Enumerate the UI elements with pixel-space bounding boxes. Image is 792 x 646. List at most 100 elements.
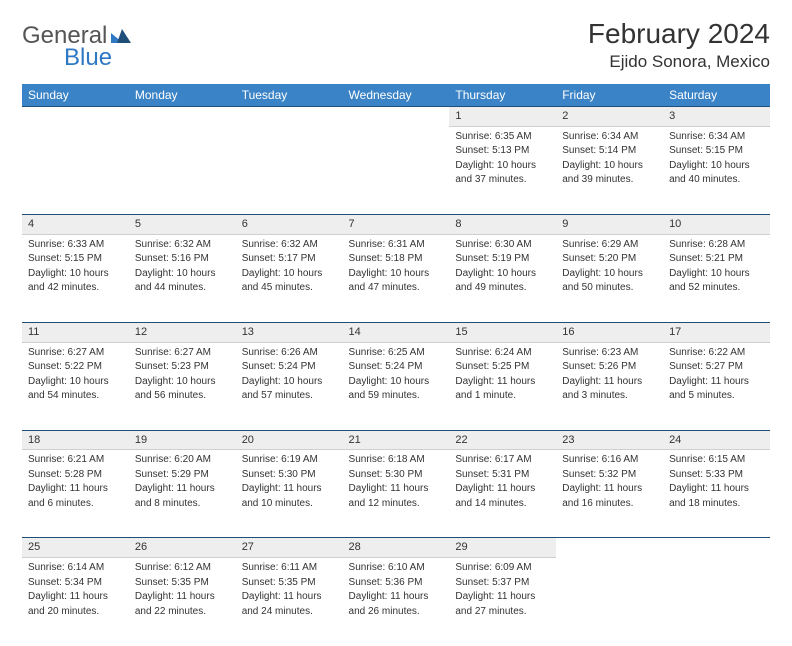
day1-text: Daylight: 11 hours bbox=[562, 375, 657, 389]
day-number-cell: 8 bbox=[449, 214, 556, 234]
day2-text: and 12 minutes. bbox=[349, 497, 444, 511]
sunset-text: Sunset: 5:23 PM bbox=[135, 360, 230, 374]
day1-text: Daylight: 11 hours bbox=[242, 590, 337, 604]
sunrise-text: Sunrise: 6:17 AM bbox=[455, 453, 550, 467]
sunrise-text: Sunrise: 6:11 AM bbox=[242, 561, 337, 575]
day-cell: Sunrise: 6:32 AMSunset: 5:17 PMDaylight:… bbox=[236, 234, 343, 322]
day2-text: and 54 minutes. bbox=[28, 389, 123, 403]
day1-text: Daylight: 10 hours bbox=[562, 267, 657, 281]
day-number-cell: 15 bbox=[449, 322, 556, 342]
sunrise-text: Sunrise: 6:10 AM bbox=[349, 561, 444, 575]
day-cell: Sunrise: 6:12 AMSunset: 5:35 PMDaylight:… bbox=[129, 558, 236, 646]
day1-text: Daylight: 10 hours bbox=[135, 267, 230, 281]
day1-text: Daylight: 11 hours bbox=[135, 590, 230, 604]
day-cell: Sunrise: 6:09 AMSunset: 5:37 PMDaylight:… bbox=[449, 558, 556, 646]
weekday-header: Wednesday bbox=[343, 84, 450, 107]
sunset-text: Sunset: 5:21 PM bbox=[669, 252, 764, 266]
header: General February 2024 Ejido Sonora, Mexi… bbox=[22, 18, 770, 72]
title-block: February 2024 Ejido Sonora, Mexico bbox=[588, 18, 770, 72]
day-cell: Sunrise: 6:30 AMSunset: 5:19 PMDaylight:… bbox=[449, 234, 556, 322]
day-content-row: Sunrise: 6:35 AMSunset: 5:13 PMDaylight:… bbox=[22, 126, 770, 214]
day-cell: Sunrise: 6:27 AMSunset: 5:23 PMDaylight:… bbox=[129, 342, 236, 430]
day-number-cell: 4 bbox=[22, 214, 129, 234]
sunrise-text: Sunrise: 6:26 AM bbox=[242, 346, 337, 360]
weekday-header: Thursday bbox=[449, 84, 556, 107]
day-content-row: Sunrise: 6:21 AMSunset: 5:28 PM Daylight:… bbox=[22, 450, 770, 538]
day-cell: Sunrise: 6:34 AMSunset: 5:14 PMDaylight:… bbox=[556, 126, 663, 214]
day1-text: Daylight: 11 hours bbox=[562, 482, 657, 496]
sunrise-text: Sunrise: 6:14 AM bbox=[28, 561, 123, 575]
day2-text: and 52 minutes. bbox=[669, 281, 764, 295]
day1-text: Daylight: 10 hours bbox=[242, 375, 337, 389]
day-cell: Sunrise: 6:28 AMSunset: 5:21 PMDaylight:… bbox=[663, 234, 770, 322]
day2-text: and 24 minutes. bbox=[242, 605, 337, 619]
sunset-text: Sunset: 5:34 PM bbox=[28, 576, 123, 590]
day2-text: and 50 minutes. bbox=[562, 281, 657, 295]
weekday-header: Sunday bbox=[22, 84, 129, 107]
sunset-text: Sunset: 5:18 PM bbox=[349, 252, 444, 266]
day2-text: and 49 minutes. bbox=[455, 281, 550, 295]
day-number-cell: 20 bbox=[236, 430, 343, 450]
sunrise-text: Sunrise: 6:21 AM bbox=[28, 453, 123, 467]
day1-text: Daylight: 11 hours bbox=[455, 375, 550, 389]
sunrise-text: Sunrise: 6:12 AM bbox=[135, 561, 230, 575]
day-number-cell: 27 bbox=[236, 538, 343, 558]
sunrise-text: Sunrise: 6:09 AM bbox=[455, 561, 550, 575]
day1-text: Daylight: 11 hours bbox=[455, 590, 550, 604]
weekday-header: Friday bbox=[556, 84, 663, 107]
day-number-cell: 11 bbox=[22, 322, 129, 342]
day1-text: Daylight: 11 hours bbox=[135, 482, 230, 496]
day-cell: Sunrise: 6:11 AMSunset: 5:35 PMDaylight:… bbox=[236, 558, 343, 646]
sunset-text: Sunset: 5:17 PM bbox=[242, 252, 337, 266]
day2-text: and 37 minutes. bbox=[455, 173, 550, 187]
day-number-cell: 3 bbox=[663, 107, 770, 127]
day2-text: and 42 minutes. bbox=[28, 281, 123, 295]
sunset-text: Sunset: 5:28 PM bbox=[28, 468, 123, 482]
day2-text: and 16 minutes. bbox=[562, 497, 657, 511]
day1-text: Daylight: 10 hours bbox=[669, 159, 764, 173]
day-cell bbox=[343, 126, 450, 214]
sunrise-text: Sunrise: 6:30 AM bbox=[455, 238, 550, 252]
day-number-cell bbox=[22, 107, 129, 127]
day2-text: and 18 minutes. bbox=[669, 497, 764, 511]
logo-mark-icon bbox=[111, 27, 133, 45]
day2-text: and 10 minutes. bbox=[242, 497, 337, 511]
day-cell: Sunrise: 6:35 AMSunset: 5:13 PMDaylight:… bbox=[449, 126, 556, 214]
day-number-cell: 22 bbox=[449, 430, 556, 450]
day-cell: Sunrise: 6:10 AMSunset: 5:36 PMDaylight:… bbox=[343, 558, 450, 646]
day-cell: Sunrise: 6:34 AMSunset: 5:15 PMDaylight:… bbox=[663, 126, 770, 214]
day-cell: Sunrise: 6:33 AMSunset: 5:15 PMDaylight:… bbox=[22, 234, 129, 322]
day2-text: and 1 minute. bbox=[455, 389, 550, 403]
daynum-row: 18192021222324 bbox=[22, 430, 770, 450]
sunset-text: Sunset: 5:25 PM bbox=[455, 360, 550, 374]
day-cell: Sunrise: 6:20 AMSunset: 5:29 PMDaylight:… bbox=[129, 450, 236, 538]
daynum-row: 45678910 bbox=[22, 214, 770, 234]
day-number-cell bbox=[343, 107, 450, 127]
day1-text: Daylight: 11 hours bbox=[455, 482, 550, 496]
day-number-cell bbox=[236, 107, 343, 127]
day-number-cell: 28 bbox=[343, 538, 450, 558]
sunset-text: Sunset: 5:35 PM bbox=[135, 576, 230, 590]
day-number-cell: 26 bbox=[129, 538, 236, 558]
day-number-cell: 5 bbox=[129, 214, 236, 234]
month-title: February 2024 bbox=[588, 18, 770, 50]
day-number-cell: 9 bbox=[556, 214, 663, 234]
day-cell: Sunrise: 6:19 AMSunset: 5:30 PMDaylight:… bbox=[236, 450, 343, 538]
day-number-cell: 2 bbox=[556, 107, 663, 127]
day1-text: Daylight: 11 hours bbox=[349, 482, 444, 496]
day-cell: Sunrise: 6:21 AMSunset: 5:28 PMDaylight:… bbox=[22, 450, 129, 538]
day1-text: Daylight: 10 hours bbox=[28, 375, 123, 389]
logo-word2: Blue bbox=[64, 44, 112, 72]
sunrise-text: Sunrise: 6:24 AM bbox=[455, 346, 550, 360]
sunrise-text: Sunrise: 6:15 AM bbox=[669, 453, 764, 467]
day-number-cell: 17 bbox=[663, 322, 770, 342]
sunset-text: Sunset: 5:19 PM bbox=[455, 252, 550, 266]
day-cell bbox=[129, 126, 236, 214]
day-number-cell bbox=[663, 538, 770, 558]
sunset-text: Sunset: 5:24 PM bbox=[242, 360, 337, 374]
day-cell bbox=[22, 126, 129, 214]
day1-text: Daylight: 10 hours bbox=[455, 267, 550, 281]
sunset-text: Sunset: 5:37 PM bbox=[455, 576, 550, 590]
weekday-header-row: Sunday Monday Tuesday Wednesday Thursday… bbox=[22, 84, 770, 107]
day-number-cell: 7 bbox=[343, 214, 450, 234]
